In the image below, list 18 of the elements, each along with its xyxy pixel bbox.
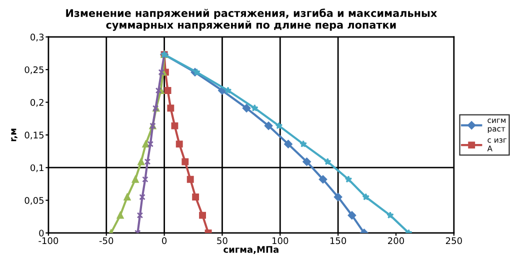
y-tick-label: 0,3 xyxy=(30,34,44,42)
y-tick-label: 0,05 xyxy=(24,197,44,205)
y-tick-label: 0,2 xyxy=(30,98,44,107)
x-tick-label: 200 xyxy=(388,237,404,244)
x-tick-label: -50 xyxy=(99,237,114,244)
y-tick-label: 0,15 xyxy=(24,132,44,140)
x-axis-title: сигма,МПа xyxy=(224,246,278,254)
y-tick-label: 0,1 xyxy=(30,164,44,172)
x-tick-label: 100 xyxy=(272,237,288,244)
x-tick-label: 150 xyxy=(330,237,346,244)
y-axis-title: r,м xyxy=(11,128,18,142)
x-tick-label: 50 xyxy=(217,237,228,244)
x-tick-label: 0 xyxy=(162,237,167,244)
y-tick-label: 0 xyxy=(39,230,44,237)
chart-title: Изменение напряжений растяжения, изгиба и максимальных суммарных напряжений по длине пера лопатки xyxy=(66,8,437,31)
y-tick-label: 0,25 xyxy=(24,66,44,74)
x-tick-label: 250 xyxy=(446,237,462,244)
x-tick-label: -100 xyxy=(38,237,58,244)
